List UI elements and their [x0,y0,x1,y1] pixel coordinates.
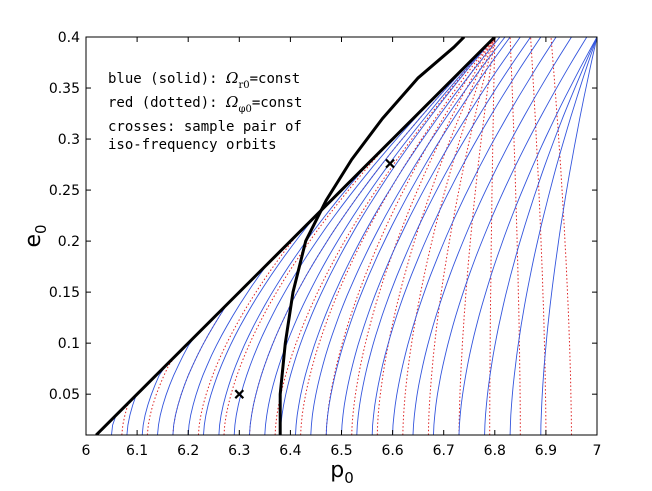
annotation-line-blue: blue (solid): Ωr0=const [108,69,300,91]
annotation-box: blue (solid): Ωr0=const red (dotted): Ωφ… [102,60,350,156]
x-tick-label: 7 [593,443,602,459]
curves-layer [95,37,597,435]
annotation-line-red: red (dotted): Ωφ0=const [108,93,302,115]
annotation-line-red-sub: φ0 [238,104,251,115]
annotation-line-crosses: crosses: sample pair of [108,119,302,135]
x-tick-label: 6.4 [279,443,301,459]
y-tick-label: 0.25 [49,183,80,199]
sample-point-cross [385,158,395,169]
blue-iso-frequency-curve [249,37,496,435]
blue-iso-frequency-curve [484,37,597,435]
blue-iso-frequency-curve [509,37,597,435]
cross-stroke [385,158,395,169]
blue-iso-frequency-curve [458,37,597,435]
y-tick-label: 0.3 [58,132,80,148]
annotation-line-red-prefix: red (dotted): [108,95,226,111]
annotation-line-blue-prefix: blue (solid): [108,71,226,87]
y-tick-label: 0.2 [58,234,80,250]
annotation-line-red-symbol: Ω [225,93,238,111]
x-tick-label: 6.5 [330,443,352,459]
red-iso-frequency-curve [427,37,496,435]
blue-iso-frequency-curve [341,37,521,435]
annotation-line-red-suffix: =const [252,95,303,111]
annotation-line-orbits: iso-frequency orbits [108,137,277,153]
blue-iso-frequency-curve [325,37,511,435]
x-axis-label-sub: 0 [344,469,354,487]
annotation-line-blue-sub: r0 [238,80,249,91]
y-axis-label: e0 [21,224,50,247]
blue-iso-frequency-curve [356,37,531,435]
blue-iso-frequency-curve [371,37,542,435]
x-axis-label-main: p [330,458,344,483]
y-axis-label-main: e [21,234,46,248]
x-tick-label: 6 [82,443,91,459]
blue-iso-frequency-curve [392,37,557,435]
red-iso-frequency-curve [376,37,496,435]
y-tick-label: 0.15 [49,285,80,301]
x-tick-label: 6.3 [228,443,250,459]
y-tick-label: 0.1 [58,336,80,352]
annotation-line-blue-symbol: Ω [225,69,238,87]
blue-iso-frequency-curve [412,37,572,435]
x-tick-label: 6.8 [484,443,506,459]
y-tick-label: 0.05 [49,387,80,403]
blue-iso-frequency-curve [540,37,597,435]
x-tick-label: 6.7 [433,443,455,459]
blue-iso-frequency-curve [264,37,496,435]
x-tick-label: 6.6 [381,443,403,459]
separatrix-line [95,37,496,435]
x-axis-label: p0 [330,458,354,487]
blue-iso-frequency-curve [295,37,501,435]
cross-stroke [234,389,245,399]
x-tick-label: 6.2 [177,443,199,459]
x-tick-label: 6.9 [535,443,557,459]
y-axis-label-sub: 0 [32,224,50,234]
red-iso-frequency-curve [325,37,496,435]
x-tick-label: 6.1 [126,443,148,459]
sample-point-cross [234,389,245,399]
blue-iso-frequency-curve [310,37,506,435]
annotation-line-blue-suffix: =const [250,71,301,87]
y-tick-label: 0.4 [58,30,80,46]
red-iso-frequency-curve [300,37,496,435]
blue-iso-frequency-curve [433,37,588,435]
red-iso-frequency-curve [274,37,496,435]
y-tick-label: 0.35 [49,81,80,97]
blue-iso-frequency-curve [279,37,496,435]
ticks-layer: 6 6.1 6.2 6.3 6.4 6.5 6.6 6.7 6.8 6.9 7 0.05 0.1 0.15… [49,30,602,459]
annotation-background [102,60,350,156]
red-iso-frequency-curve [351,37,496,435]
thick-black-curve [278,37,466,435]
